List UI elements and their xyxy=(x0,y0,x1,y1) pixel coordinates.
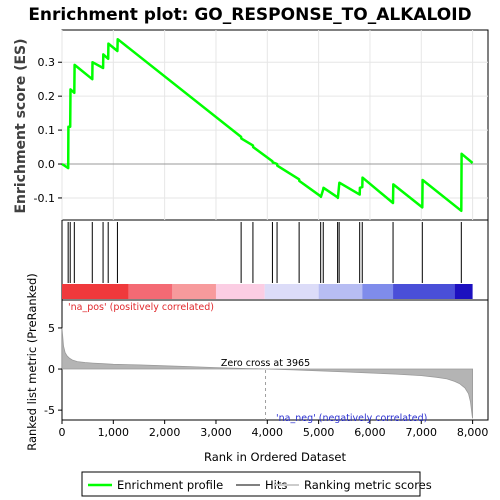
enrichment-profile-line xyxy=(61,37,474,213)
x-tick-label: 7,000 xyxy=(406,426,438,439)
hit-marks xyxy=(67,222,462,283)
pos-label: 'na_pos' (positively correlated) xyxy=(68,302,214,313)
ranked-axis-title: Ranked list metric (PreRanked) xyxy=(25,273,39,451)
colorbar-segment xyxy=(318,284,363,299)
ranked-tick-label: -5 xyxy=(44,404,55,417)
x-tick-label: 1,000 xyxy=(98,426,130,439)
neg-label: 'na_neg' (negatively correlated) xyxy=(276,413,427,424)
x-axis-title: Rank in Ordered Dataset xyxy=(204,450,347,464)
colorbar-segment xyxy=(454,284,473,299)
ranked-y-ticks: -5 0 5 xyxy=(44,322,62,417)
x-tick-label: 5,000 xyxy=(303,426,335,439)
es-line-group xyxy=(61,37,474,213)
x-tick-label: 3,000 xyxy=(200,426,232,439)
x-tick-label: 8,000 xyxy=(457,426,489,439)
colorbar-segment xyxy=(128,284,173,299)
es-tick-label: 0.0 xyxy=(38,158,56,171)
colorbar-segment xyxy=(62,284,129,299)
es-y-ticks: -0.1 0.0 0.1 0.2 0.3 xyxy=(34,56,62,205)
ranked-metric-area xyxy=(61,327,473,420)
es-tick-label: -0.1 xyxy=(34,192,55,205)
zero-cross-label: Zero cross at 3965 xyxy=(221,358,310,369)
es-tick-label: 0.2 xyxy=(38,90,56,103)
es-tick-label: 0.3 xyxy=(38,56,56,69)
ranked-tick-label: 0 xyxy=(48,363,55,376)
colorbar-segment xyxy=(393,284,455,299)
colorbar-segment xyxy=(362,284,394,299)
legend-label-enrichment: Enrichment profile xyxy=(117,478,223,492)
x-tick-label: 0 xyxy=(59,426,66,439)
es-panel xyxy=(61,29,489,221)
colorbar-segment xyxy=(264,284,319,299)
colorbar-segment xyxy=(172,284,216,299)
ranking-metric-area xyxy=(61,327,473,419)
legend: Enrichment profile Hits Ranking metric s… xyxy=(81,471,432,497)
rank-colorbar xyxy=(62,284,473,299)
x-tick-label: 6,000 xyxy=(354,426,386,439)
es-tick-label: 0.1 xyxy=(38,124,56,137)
colorbar-segment xyxy=(215,284,265,299)
x-tick-label: 2,000 xyxy=(149,426,181,439)
ranked-panel xyxy=(61,299,489,421)
x-ticks: 0 1,000 2,000 3,000 4,000 5,000 6,000 7,000 8,00… xyxy=(59,420,489,439)
chart-title: Enrichment plot: GO_RESPONSE_TO_ALKALOID xyxy=(28,5,471,25)
x-tick-label: 4,000 xyxy=(252,426,284,439)
legend-label-ranking: Ranking metric scores xyxy=(304,478,432,492)
es-axis-title: Enrichment score (ES) xyxy=(13,38,29,213)
ranked-tick-label: 5 xyxy=(48,322,55,335)
